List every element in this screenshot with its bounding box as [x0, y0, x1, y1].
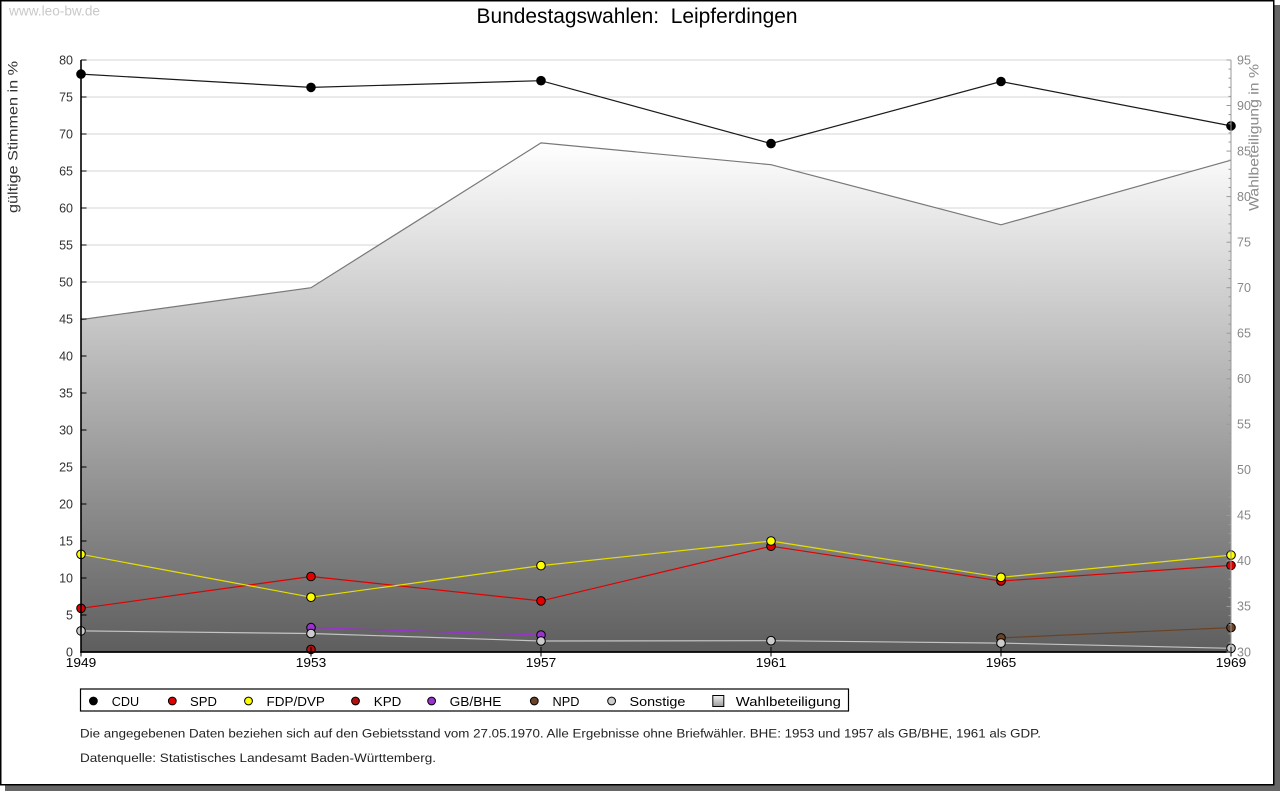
svg-text:35: 35	[1237, 600, 1251, 614]
svg-text:50: 50	[1237, 463, 1251, 477]
svg-text:40: 40	[1237, 554, 1251, 568]
svg-text:45: 45	[59, 313, 73, 327]
svg-text:75: 75	[1237, 236, 1251, 250]
svg-text:65: 65	[1237, 327, 1251, 341]
svg-text:10: 10	[59, 572, 73, 586]
svg-text:GB/BHE: GB/BHE	[450, 694, 502, 709]
svg-text:60: 60	[1237, 372, 1251, 386]
svg-text:CDU: CDU	[112, 694, 139, 709]
svg-text:Wahlbeteiligung: Wahlbeteiligung	[736, 694, 841, 709]
svg-text:40: 40	[59, 350, 73, 364]
svg-text:30: 30	[59, 424, 73, 438]
svg-text:95: 95	[1237, 54, 1251, 68]
svg-text:Bundestagswahlen: Leipferding: Bundestagswahlen: Leipferdingen	[477, 5, 798, 28]
svg-text:30: 30	[1237, 646, 1251, 660]
svg-text:65: 65	[59, 165, 73, 179]
svg-text:www.leo-bw.de: www.leo-bw.de	[8, 3, 100, 19]
svg-text:55: 55	[59, 239, 73, 253]
svg-text:1969: 1969	[1216, 656, 1247, 670]
svg-text:SPD: SPD	[190, 694, 217, 709]
svg-text:1957: 1957	[526, 656, 557, 670]
svg-text:Die angegebenen Daten beziehen: Die angegebenen Daten beziehen sich auf …	[80, 727, 1041, 741]
svg-text:50: 50	[59, 276, 73, 290]
svg-text:KPD: KPD	[374, 694, 402, 709]
svg-text:NPD: NPD	[553, 694, 580, 709]
svg-text:Datenquelle: Statistisches Lan: Datenquelle: Statistisches Landesamt Bad…	[80, 751, 436, 765]
svg-text:FDP/DVP: FDP/DVP	[267, 694, 325, 709]
svg-text:1953: 1953	[296, 656, 327, 670]
svg-text:Wahlbeteiligung in %: Wahlbeteiligung in %	[1246, 64, 1262, 211]
svg-text:25: 25	[59, 461, 73, 475]
svg-text:5: 5	[66, 609, 73, 623]
svg-text:90: 90	[1237, 99, 1251, 113]
svg-text:1949: 1949	[66, 656, 97, 670]
svg-text:0: 0	[66, 646, 73, 660]
svg-text:1965: 1965	[986, 656, 1017, 670]
svg-text:55: 55	[1237, 418, 1251, 432]
svg-text:35: 35	[59, 387, 73, 401]
svg-text:80: 80	[1237, 190, 1251, 204]
svg-text:75: 75	[59, 91, 73, 105]
svg-text:80: 80	[59, 54, 73, 68]
svg-text:15: 15	[59, 535, 73, 549]
svg-text:20: 20	[59, 498, 73, 512]
svg-text:1961: 1961	[756, 656, 787, 670]
svg-text:70: 70	[1237, 281, 1251, 295]
svg-text:60: 60	[59, 202, 73, 216]
svg-text:Sonstige: Sonstige	[630, 694, 686, 709]
svg-text:70: 70	[59, 128, 73, 142]
svg-text:45: 45	[1237, 509, 1251, 523]
svg-text:85: 85	[1237, 145, 1251, 159]
svg-text:gültige Stimmen in %: gültige Stimmen in %	[5, 61, 21, 213]
